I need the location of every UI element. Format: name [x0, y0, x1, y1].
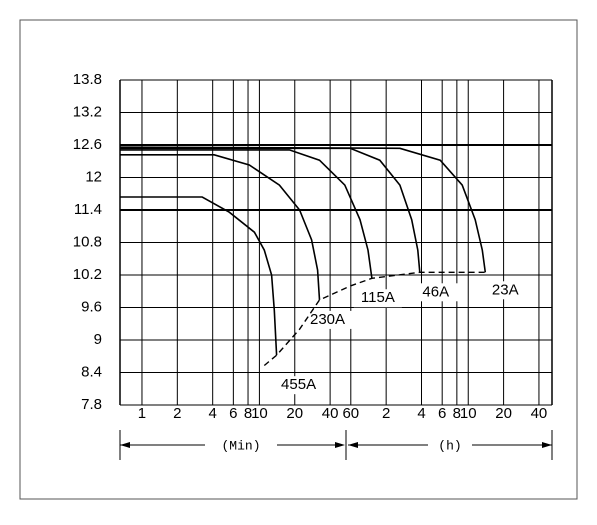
- x-tick-label: 20: [495, 405, 512, 422]
- label-bg: [481, 281, 530, 300]
- series-label: 455A: [281, 376, 316, 393]
- arrow-head: [542, 442, 552, 448]
- x-tick-label: 4: [417, 405, 425, 422]
- x-tick-label: 10: [460, 405, 477, 422]
- x-tick-label: 4: [209, 405, 217, 422]
- y-tick-label: 9.6: [81, 298, 102, 315]
- line: [119, 146, 487, 273]
- label-bg: [205, 436, 277, 454]
- x-tick-label: 8: [244, 405, 252, 422]
- y-tick-label: 8.4: [81, 363, 102, 380]
- x-tick-label: 40: [531, 405, 548, 422]
- y-tick-label: 10.2: [73, 266, 102, 283]
- x-tick-label: 1: [138, 405, 146, 422]
- label-bg: [303, 310, 352, 329]
- x-tick-label: 60: [342, 405, 359, 422]
- x-tick-label: 40: [322, 405, 339, 422]
- x-tick-label: 2: [173, 405, 181, 422]
- x-unit-label: (h): [438, 438, 461, 453]
- arrow-head: [335, 442, 345, 448]
- y-tick-label: 12: [85, 168, 102, 185]
- label-bg: [428, 436, 472, 454]
- series-label: 23A: [492, 281, 519, 298]
- y-tick-label: 13.8: [73, 71, 102, 88]
- label-bg: [274, 376, 323, 395]
- x-tick-label: 20: [286, 405, 303, 422]
- line: [120, 149, 373, 279]
- x-tick-label: 2: [382, 405, 390, 422]
- arrow-head: [348, 442, 358, 448]
- line: [120, 196, 278, 356]
- y-tick-label: 12.6: [73, 136, 102, 153]
- series-label: 115A: [361, 289, 395, 306]
- x-tick-label: 6: [229, 405, 237, 422]
- series-label: 230A: [310, 311, 345, 328]
- x-tick-label: 10: [251, 405, 268, 422]
- x-tick-label: 8: [453, 405, 461, 422]
- y-tick-label: 11.4: [74, 201, 102, 218]
- end-voltage-line: [263, 271, 486, 367]
- frame: [19, 19, 578, 500]
- label-bg: [353, 289, 402, 308]
- x-tick-label: 6: [438, 405, 446, 422]
- x-unit-label: (Min): [221, 438, 260, 453]
- series-label: 46A: [422, 283, 449, 300]
- y-tick-label: 13.2: [73, 103, 102, 120]
- y-tick-label: 7.8: [81, 396, 102, 413]
- line: [120, 154, 321, 300]
- y-tick-label: 10.8: [73, 233, 102, 250]
- label-bg: [411, 283, 460, 302]
- y-tick-label: 9: [94, 331, 102, 348]
- arrow-head: [120, 442, 130, 448]
